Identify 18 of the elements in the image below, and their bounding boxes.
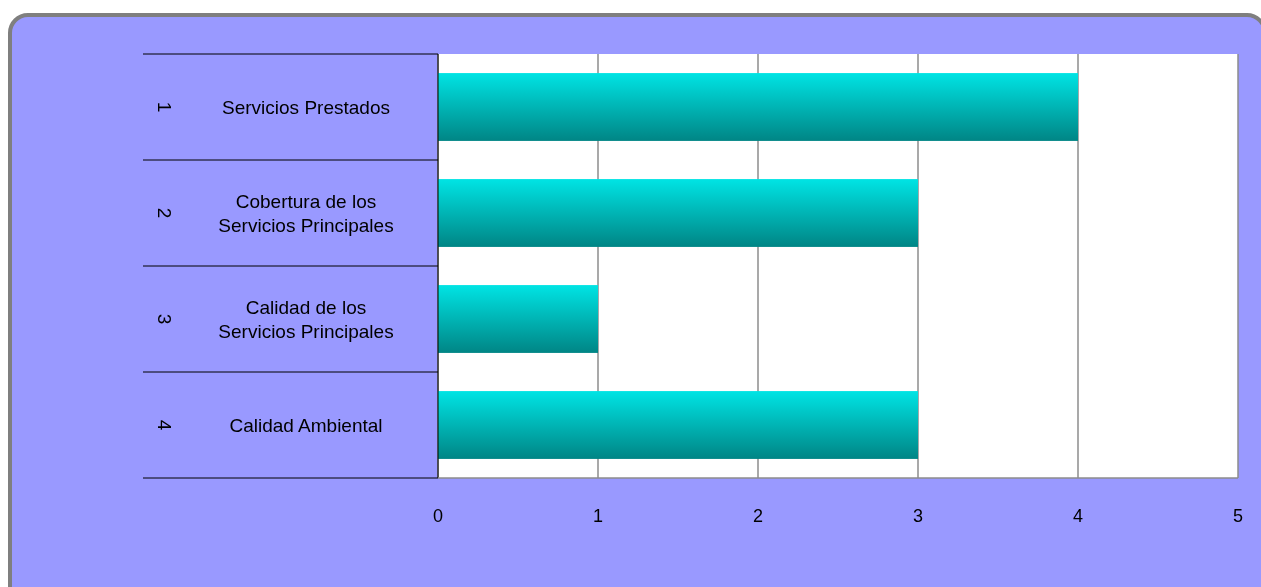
y-tick-label: Calidad de los Servicios Principales — [218, 296, 394, 342]
bar — [438, 179, 918, 247]
x-tick-label: 3 — [912, 506, 924, 526]
y-tick-label: Cobertura de los Servicios Principales — [218, 190, 394, 236]
bar — [438, 73, 1078, 141]
bar — [438, 391, 918, 459]
y-tick-label: Calidad Ambiental — [229, 414, 383, 436]
text: 4 — [153, 419, 175, 431]
text: 3 — [153, 313, 175, 325]
x-tick-label: 4 — [1072, 506, 1084, 526]
x-tick-label: 5 — [1232, 506, 1244, 526]
x-tick-label: 1 — [592, 506, 604, 526]
y-tick-label: Servicios Prestados — [222, 96, 390, 118]
bar — [438, 285, 598, 353]
text: 2 — [153, 207, 175, 219]
text: 1 — [153, 101, 175, 113]
x-tick-label: 2 — [752, 506, 764, 526]
x-tick-label: 0 — [432, 506, 444, 526]
